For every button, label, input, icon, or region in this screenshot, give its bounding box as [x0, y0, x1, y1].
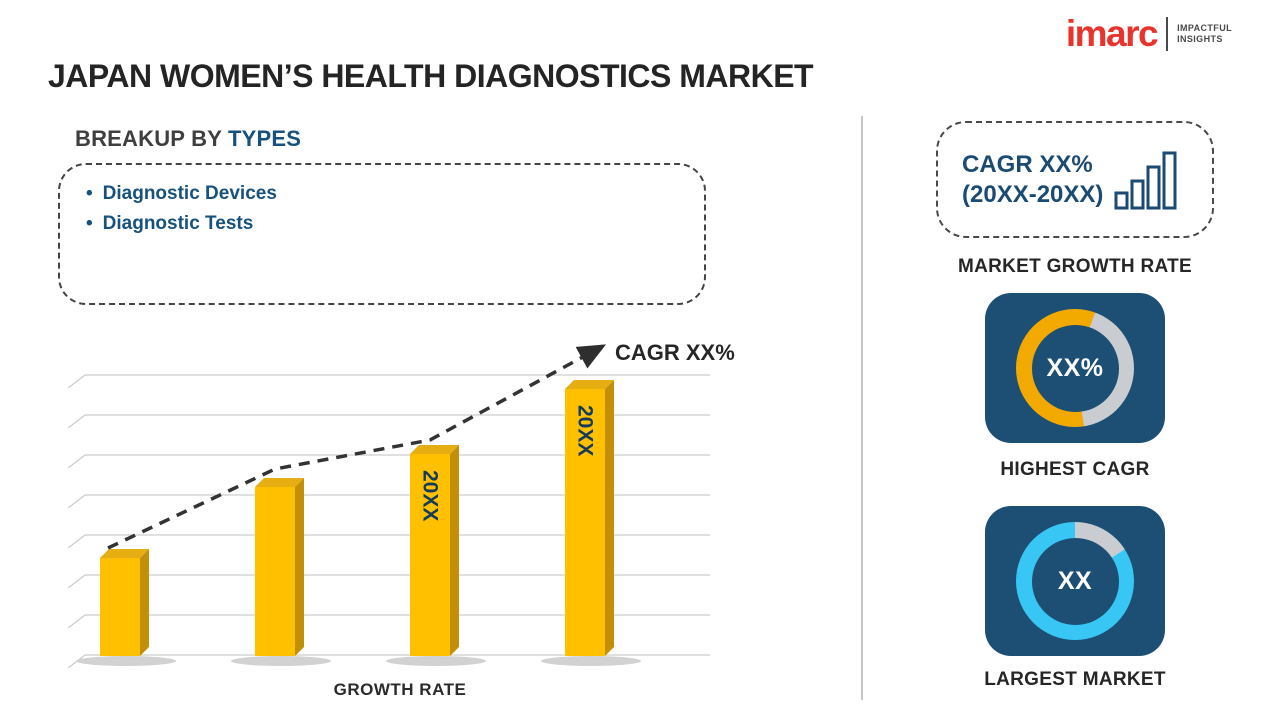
logo-separator — [1166, 17, 1169, 51]
donut-hole: XX% — [1031, 324, 1119, 412]
highest-cagr-value: XX% — [1046, 353, 1104, 382]
breakup-heading: BREAKUP BY TYPES — [75, 126, 301, 152]
largest-market-tile: XX — [985, 506, 1165, 656]
highest-cagr-tile: XX% — [985, 293, 1165, 443]
gridline-perspective-edge — [67, 414, 86, 429]
highest-cagr-donut-chart: XX% — [1016, 309, 1134, 427]
logo-tagline: IMPACTFUL INSIGHTS — [1177, 23, 1232, 45]
highest-cagr-label: HIGHEST CAGR — [1000, 459, 1150, 480]
largest-market-donut-chart: XX — [1016, 522, 1134, 640]
breakup-types-box: Diagnostic Devices Diagnostic Tests — [58, 163, 706, 305]
imarc-logo-wordmark: imarc — [1065, 13, 1159, 54]
imarc-logo: imarc IMPACTFUL INSIGHTS — [1065, 13, 1232, 54]
bar-top-face — [100, 549, 149, 558]
vertical-divider — [861, 116, 863, 700]
breakup-heading-highlight: TYPES — [227, 126, 302, 151]
market-growth-rate-label: MARKET GROWTH RATE — [957, 256, 1193, 277]
bar-top-face — [255, 478, 304, 487]
cagr-trend-line — [107, 344, 607, 550]
gridline-perspective-edge — [67, 374, 86, 389]
logo-tagline-line2: INSIGHTS — [1177, 34, 1223, 44]
bar-side-face — [295, 478, 304, 656]
bar-shadow — [76, 656, 176, 666]
cagr-callout-box: CAGR XX% (20XX-20XX) — [936, 121, 1214, 238]
bar-top-face — [410, 445, 459, 454]
bar-year-label: 20XX — [574, 405, 597, 456]
bar-year-label: 20XX — [419, 470, 442, 521]
cagr-period-line: (20XX-20XX) — [962, 180, 1104, 208]
largest-market-label: LARGEST MARKET — [984, 669, 1166, 690]
bar — [410, 454, 450, 656]
breakup-heading-prefix: BREAKUP BY — [75, 126, 228, 151]
chart-x-axis-label: GROWTH RATE — [333, 680, 467, 699]
donut-hole: XX — [1031, 537, 1119, 625]
gridline-perspective-edge — [67, 494, 86, 509]
gridline-perspective-edge — [67, 534, 86, 549]
logo-tagline-line1: IMPACTFUL — [1177, 23, 1232, 33]
list-item: Diagnostic Devices — [86, 179, 684, 209]
bar-shadow — [541, 656, 641, 666]
largest-market-value: XX — [1057, 566, 1093, 595]
page-title: JAPAN WOMEN’S HEALTH DIAGNOSTICS MARKET — [48, 58, 814, 94]
bar-shadow — [386, 656, 486, 666]
bar-side-face — [605, 380, 614, 656]
bar-side-face — [450, 445, 459, 656]
gridline-perspective-edge — [67, 454, 86, 469]
growth-rate-chart-svg: 20XX 20XX CAGR XX% — [67, 340, 735, 669]
bar-shadow — [231, 656, 331, 666]
bar-side-face — [140, 549, 149, 656]
bar-top-face — [565, 380, 614, 389]
cagr-trend-label: CAGR XX% — [615, 340, 735, 365]
bar-chart-icon — [1114, 151, 1177, 209]
cagr-value-line: CAGR XX% — [962, 150, 1093, 178]
growth-rate-chart: 20XX 20XX CAGR XX% — [55, 330, 745, 680]
bar — [565, 389, 605, 656]
gridline-perspective-edge — [67, 614, 86, 629]
bar — [255, 487, 295, 656]
cagr-callout-text: CAGR XX% (20XX-20XX) — [962, 150, 1103, 210]
bar — [100, 558, 140, 656]
list-item: Diagnostic Tests — [86, 209, 684, 239]
gridline-perspective-edge — [67, 574, 86, 589]
